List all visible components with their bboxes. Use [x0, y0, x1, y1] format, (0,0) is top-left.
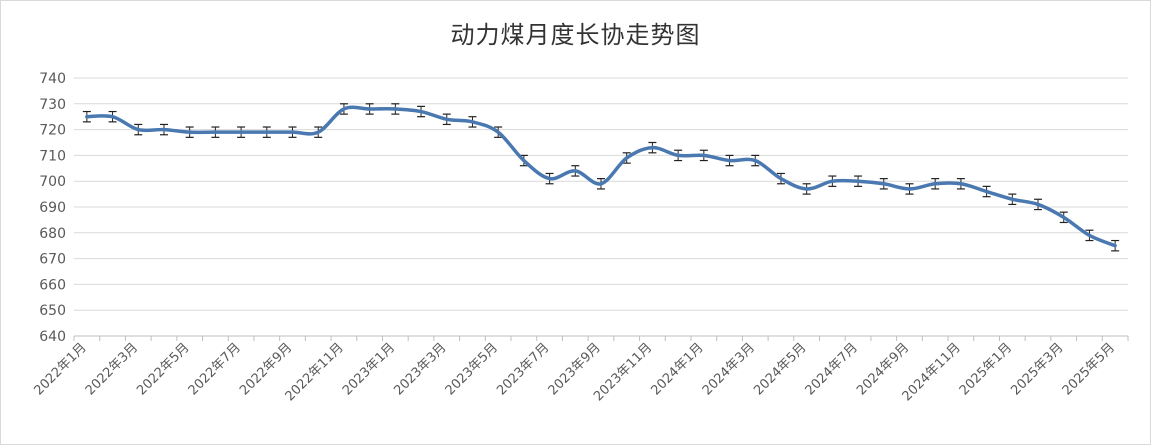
x-tick-label: 2024年1月 — [648, 340, 706, 398]
x-tick-label: 2023年3月 — [391, 340, 449, 398]
error-bars — [82, 103, 1120, 252]
x-tick-label: 2023年5月 — [443, 340, 501, 398]
x-tick-label: 2025年3月 — [1008, 340, 1066, 398]
y-tick-label: 660 — [39, 277, 66, 293]
x-tick-label: 2022年1月 — [31, 340, 89, 398]
x-tick-label: 2025年1月 — [957, 340, 1015, 398]
x-axis-tick-labels: 2022年1月2022年3月2022年5月2022年7月2022年9月2022年… — [31, 340, 1118, 404]
gridlines — [74, 77, 1128, 311]
x-tick-label: 2025年5月 — [1060, 340, 1118, 398]
y-tick-label: 650 — [39, 303, 66, 319]
y-tick-label: 730 — [39, 97, 66, 113]
x-tick-label: 2024年7月 — [803, 340, 861, 398]
series-line — [85, 105, 1117, 248]
series-lines — [85, 105, 1117, 248]
y-tick-label: 700 — [39, 174, 66, 190]
y-tick-label: 690 — [39, 200, 66, 216]
y-tick-label: 710 — [39, 148, 66, 164]
chart-title: 动力煤月度长协走势图 — [450, 21, 701, 49]
x-tick-label: 2023年7月 — [494, 340, 552, 398]
y-tick-label: 740 — [39, 71, 66, 87]
x-tick-label: 2022年7月 — [186, 340, 244, 398]
x-tick-label: 2023年1月 — [340, 340, 398, 398]
y-tick-label: 720 — [39, 123, 66, 139]
y-tick-label: 640 — [39, 329, 66, 345]
x-tick-label: 2022年5月 — [134, 340, 192, 398]
x-tick-label: 2024年3月 — [700, 340, 758, 398]
axes — [73, 335, 1129, 341]
y-tick-label: 680 — [39, 226, 66, 242]
y-axis-tick-labels: 640 650 660 670 680 690 700 710 720 730 740 — [39, 71, 66, 345]
x-tick-label: 2022年3月 — [83, 340, 141, 398]
x-tick-label: 2024年5月 — [751, 340, 809, 398]
y-tick-label: 670 — [39, 252, 66, 268]
